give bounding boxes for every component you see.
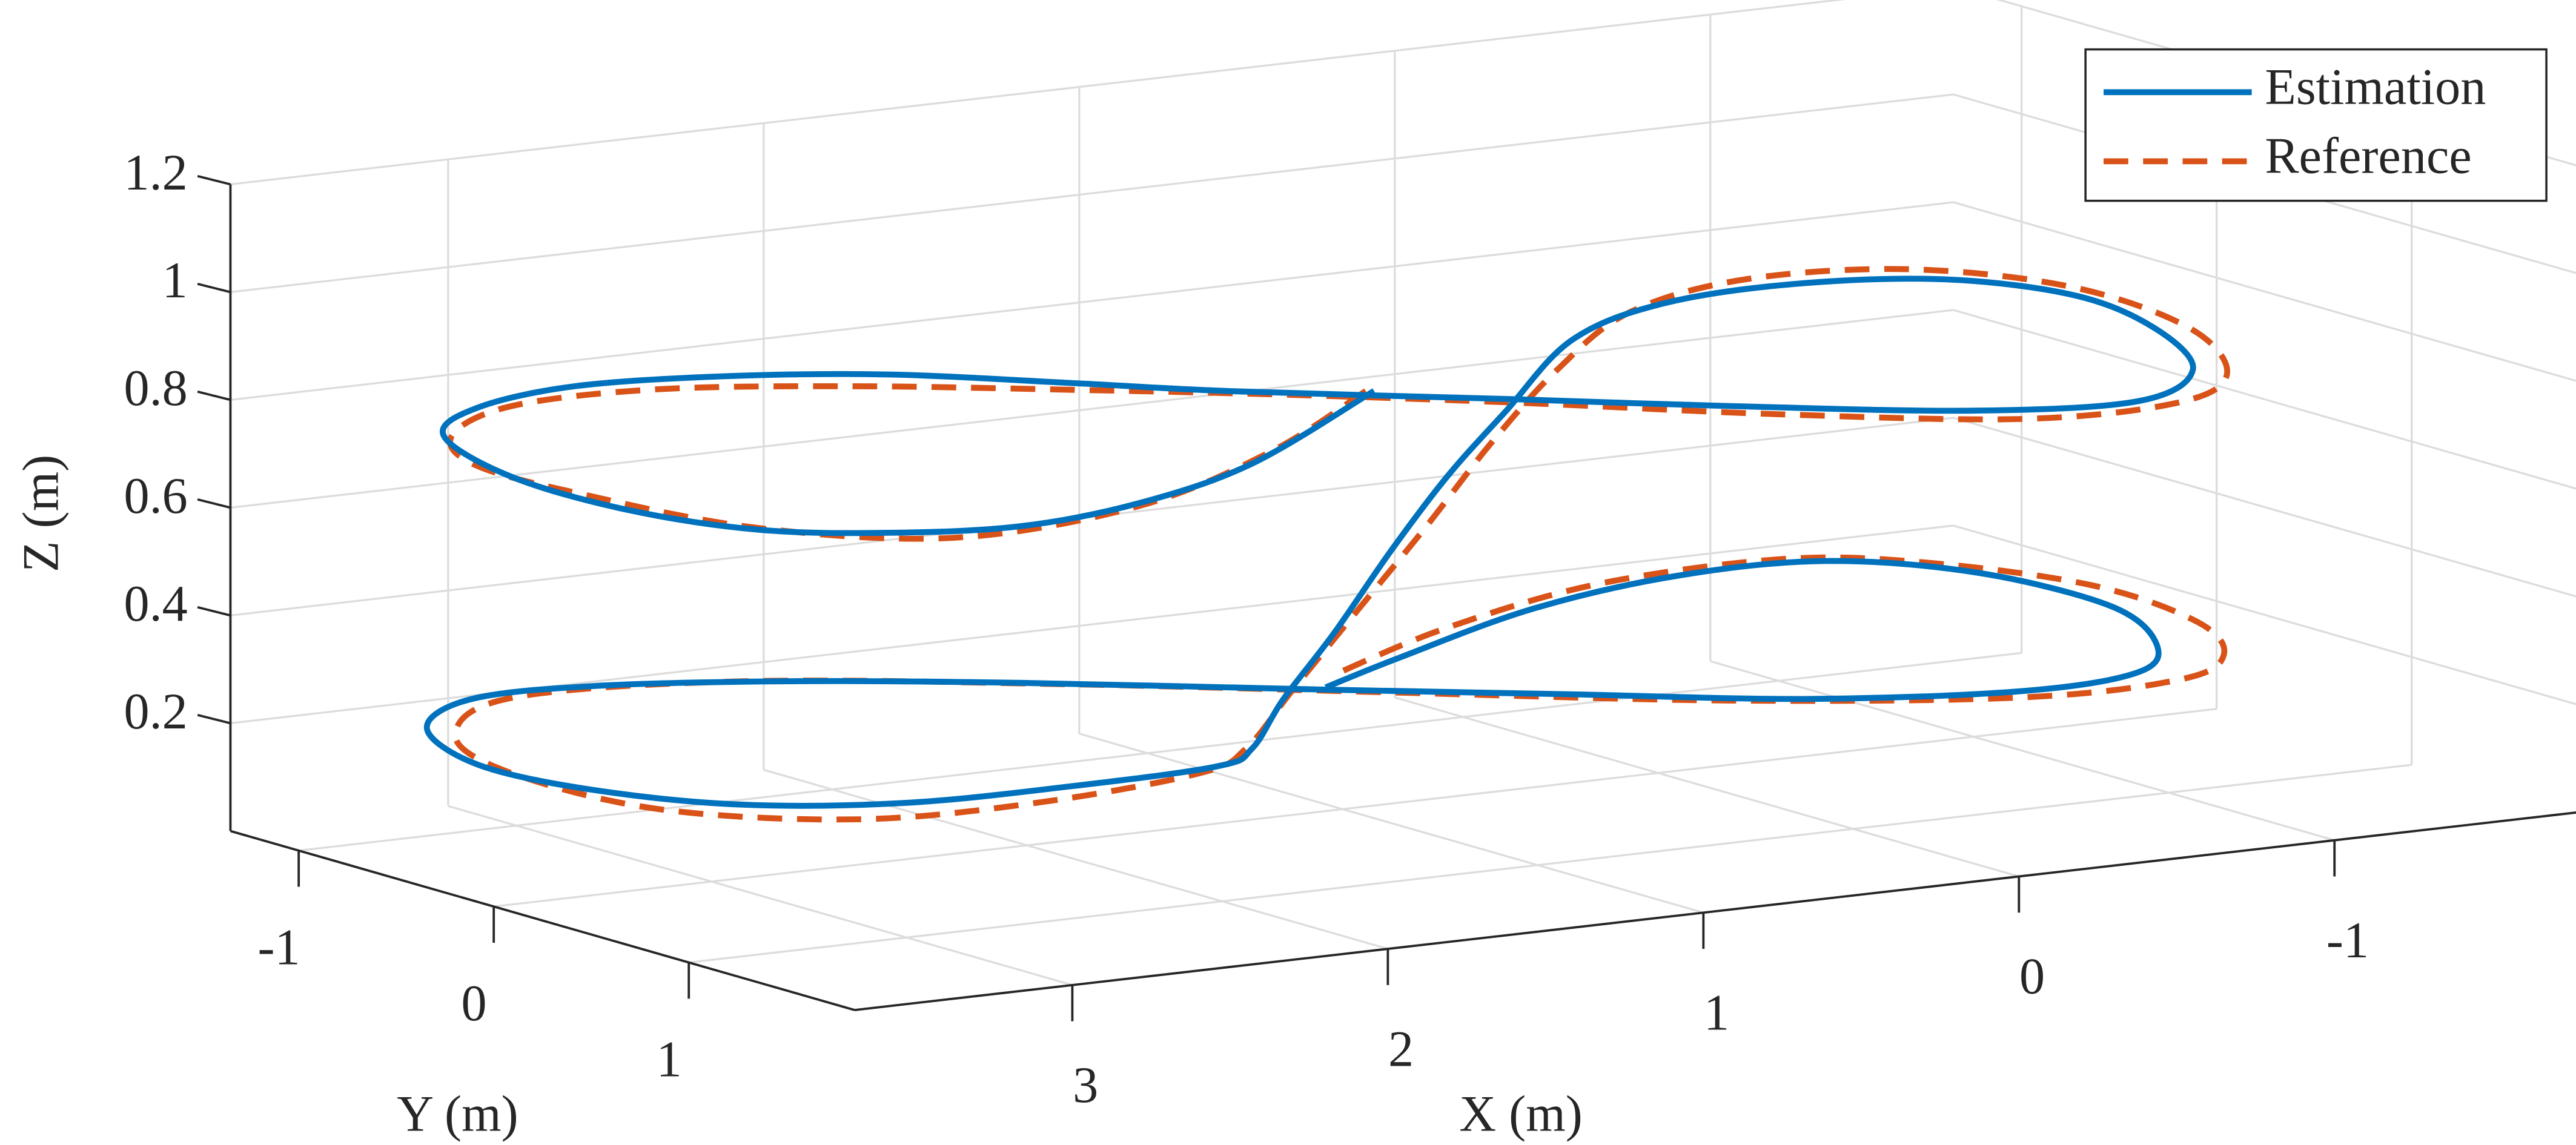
grid-line [763, 768, 1388, 950]
x-axis [854, 811, 2576, 1011]
grid-line [1079, 733, 1704, 914]
legend-label: Reference [2265, 128, 2471, 185]
y-axis-title: Y (m) [397, 1086, 518, 1142]
y-tick-label: -1 [257, 920, 300, 976]
x-tick-label: 1 [1704, 985, 1729, 1041]
grid-line [1953, 524, 2576, 705]
grid-line [230, 0, 1846, 186]
grid-line [298, 652, 2022, 852]
z-tick [197, 498, 231, 509]
x-tick-label: 3 [1073, 1057, 1098, 1114]
y-tick-label: 0 [462, 975, 487, 1032]
grid-line [230, 201, 1954, 401]
z-tick [197, 174, 231, 186]
legend-box [2084, 48, 2548, 202]
z-tick [197, 282, 231, 294]
x-tick-label: 0 [2019, 949, 2045, 1005]
z-tick [197, 713, 231, 725]
legend-label: Estimation [2265, 59, 2486, 116]
z-tick-label: 0.2 [124, 684, 188, 740]
series-line [447, 266, 2230, 823]
z-tick [197, 605, 231, 617]
x-axis-title: X (m) [1459, 1086, 1583, 1142]
grid-line [1953, 417, 2576, 598]
z-tick-label: 0.4 [124, 576, 188, 632]
x-tick-label: -1 [2326, 912, 2369, 969]
grid-line [494, 708, 2217, 908]
grid-line [1710, 660, 2335, 842]
z-tick-label: 0.8 [124, 360, 188, 417]
axes: 0.2 0.4 0.6 0.8 1 1.2 -1 0 1 -1 0 1 2 3 [124, 145, 2576, 1114]
series-line [423, 276, 2196, 809]
z-tick-label: 1 [162, 252, 188, 309]
legend: Estimation Reference [2084, 48, 2548, 202]
grid-line [230, 93, 1954, 294]
grid-line [1953, 309, 2576, 490]
z-axis-title: Z (m) [13, 455, 69, 572]
grid-line [1394, 696, 2019, 878]
y-axis [230, 830, 855, 1011]
lines [423, 266, 2230, 823]
grid-line [230, 309, 1954, 509]
grid-line [1953, 201, 2576, 382]
x-tick-label: 2 [1388, 1021, 1414, 1077]
z-tick [197, 390, 231, 401]
z-tick-label: 1.2 [124, 145, 188, 201]
z-tick-label: 0.6 [124, 468, 188, 524]
grid-line [689, 764, 2412, 964]
y-tick-label: 1 [657, 1031, 682, 1087]
grid-line [448, 805, 1073, 986]
